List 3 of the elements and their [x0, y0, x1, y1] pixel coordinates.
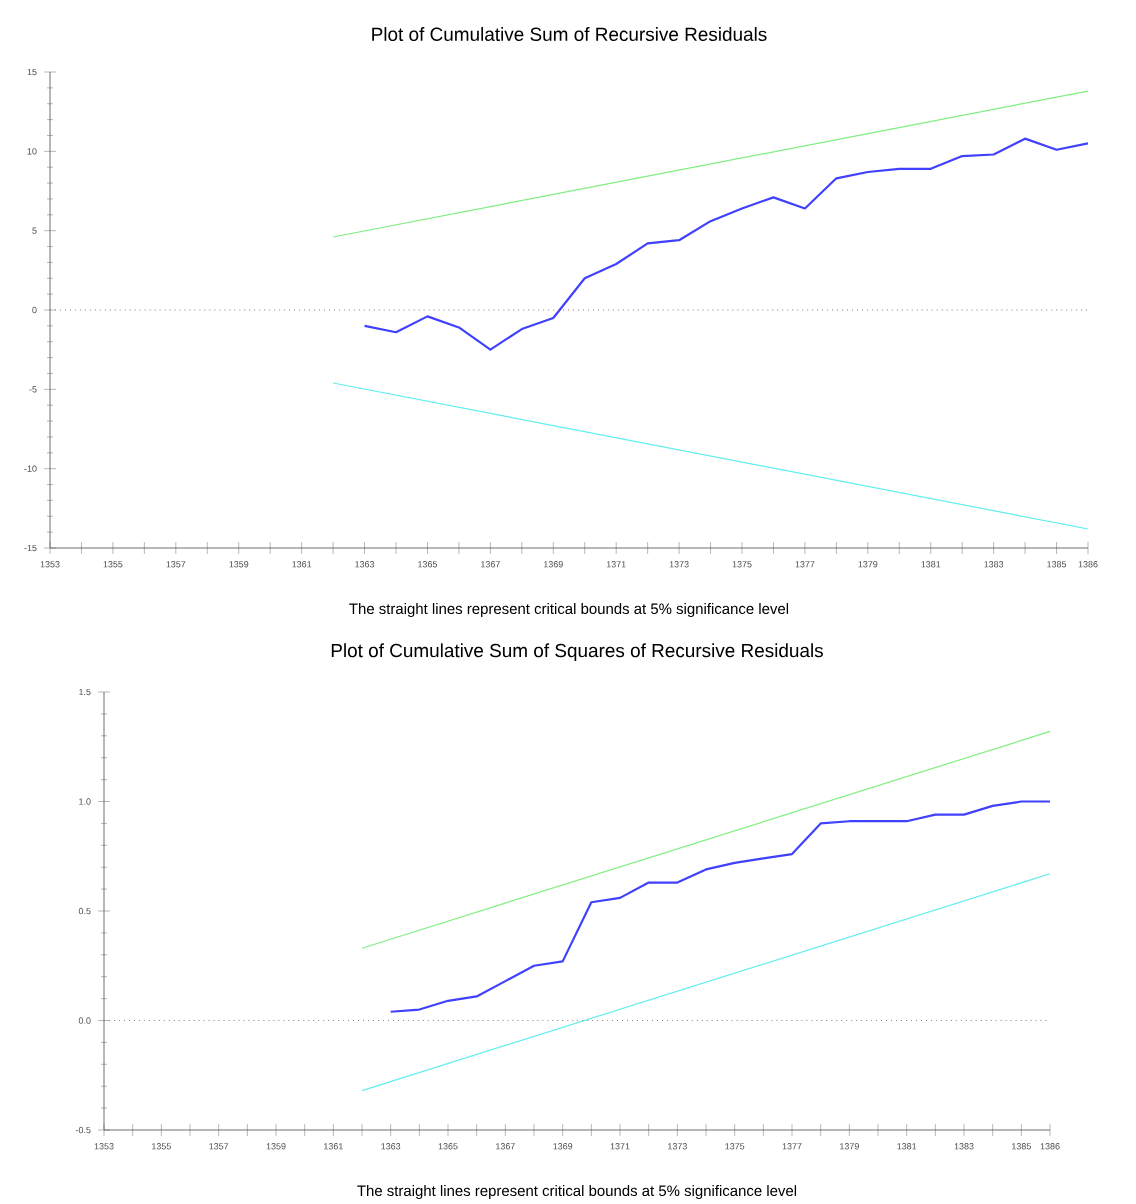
chart-title: Plot of Cumulative Sum of Squares of Recursive Residuals [331, 643, 823, 661]
line-series [363, 137, 1090, 351]
chart-title: Plot of Cumulative Sum of Recursive Residuals [372, 27, 767, 41]
